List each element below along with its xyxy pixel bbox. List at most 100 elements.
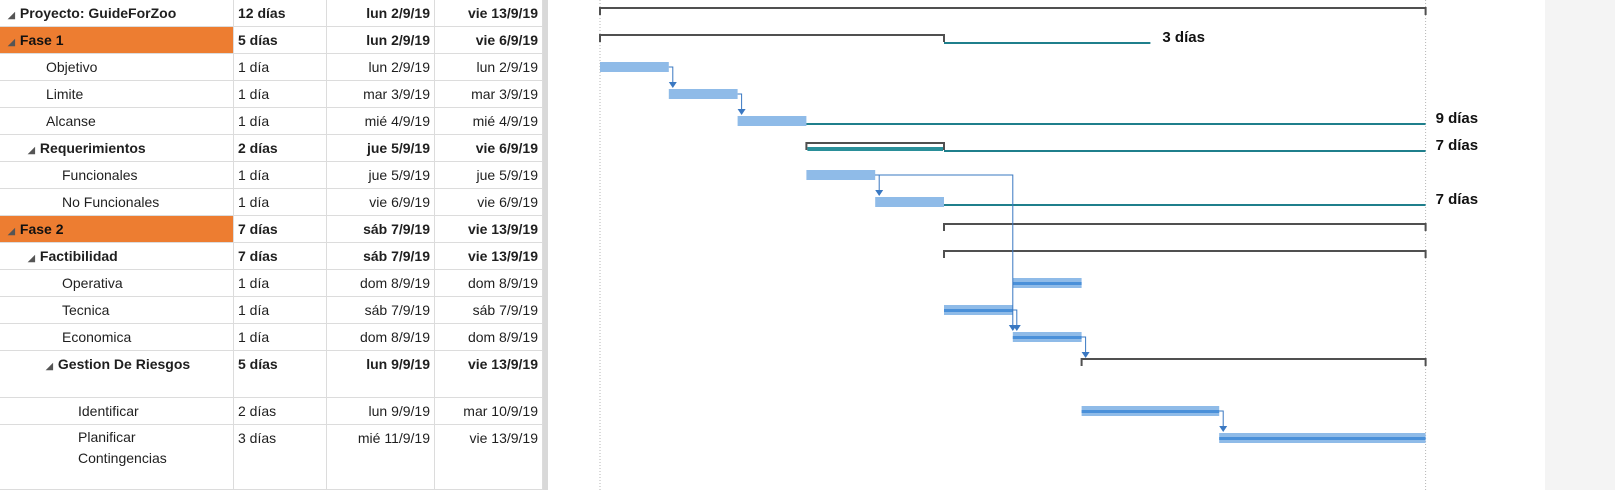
task-bar <box>668 89 738 99</box>
task-row[interactable]: Objetivo 1 día lun 2/9/19 lun 2/9/19 <box>0 54 543 81</box>
task-duration[interactable]: 7 días <box>234 243 327 269</box>
task-row[interactable]: ◢ Fase 2 7 días sáb 7/9/19 vie 13/9/19 <box>0 216 543 243</box>
task-end[interactable]: vie 13/9/19 <box>435 351 543 397</box>
task-start[interactable]: lun 2/9/19 <box>327 0 435 26</box>
task-row[interactable]: ◢ Factibilidad 7 días sáb 7/9/19 vie 13/9/19 <box>0 243 543 270</box>
task-row[interactable]: Operativa 1 día dom 8/9/19 dom 8/9/19 <box>0 270 543 297</box>
task-name-cell[interactable]: Operativa <box>0 270 234 296</box>
critical-path-line <box>1081 410 1220 413</box>
task-duration[interactable]: 1 día <box>234 54 327 80</box>
task-end[interactable]: vie 13/9/19 <box>435 216 543 242</box>
task-row[interactable]: ◢ Requerimientos 2 días jue 5/9/19 vie 6/9/1… <box>0 135 543 162</box>
task-start[interactable]: jue 5/9/19 <box>327 135 435 161</box>
task-end[interactable]: sáb 7/9/19 <box>435 297 543 323</box>
pane-splitter[interactable] <box>543 0 548 490</box>
task-end[interactable]: mar 3/9/19 <box>435 81 543 107</box>
task-grid: ◢ Proyecto: GuideForZoo 12 días lun 2/9/19 v… <box>0 0 544 490</box>
task-row[interactable]: Identificar 2 días lun 9/9/19 mar 10/9/19 <box>0 398 543 425</box>
task-duration[interactable]: 7 días <box>234 216 327 242</box>
task-duration[interactable]: 1 día <box>234 162 327 188</box>
task-start[interactable]: mié 11/9/19 <box>327 425 435 489</box>
task-end[interactable]: vie 6/9/19 <box>435 27 543 53</box>
task-row[interactable]: Limite 1 día mar 3/9/19 mar 3/9/19 <box>0 81 543 108</box>
task-end[interactable]: dom 8/9/19 <box>435 324 543 350</box>
task-row[interactable]: Tecnica 1 día sáb 7/9/19 sáb 7/9/19 <box>0 297 543 324</box>
task-name-cell[interactable]: Objetivo <box>0 54 234 80</box>
task-start[interactable]: lun 2/9/19 <box>327 27 435 53</box>
critical-path-line <box>1012 336 1082 339</box>
collapse-toggle-icon[interactable]: ◢ <box>8 226 15 236</box>
task-duration[interactable]: 1 día <box>234 108 327 134</box>
dependency-link <box>737 93 743 114</box>
gantt-chart: 3 días 9 días 7 días 7 días <box>548 0 1615 490</box>
task-row[interactable]: ◢ Gestion De Riesgos 5 días lun 9/9/19 vie 1… <box>0 351 543 398</box>
task-start[interactable]: lun 9/9/19 <box>327 398 435 424</box>
collapse-toggle-icon[interactable]: ◢ <box>8 37 15 47</box>
dependency-link <box>668 66 674 87</box>
task-start[interactable]: sáb 7/9/19 <box>327 216 435 242</box>
task-start[interactable]: jue 5/9/19 <box>327 162 435 188</box>
task-end[interactable]: lun 2/9/19 <box>435 54 543 80</box>
task-duration[interactable]: 12 días <box>234 0 327 26</box>
task-duration[interactable]: 1 día <box>234 270 327 296</box>
task-name-cell[interactable]: ◢ Fase 2 <box>0 216 234 242</box>
task-start[interactable]: mié 4/9/19 <box>327 108 435 134</box>
summary-bar <box>805 142 945 150</box>
task-end[interactable]: jue 5/9/19 <box>435 162 543 188</box>
task-start[interactable]: lun 2/9/19 <box>327 54 435 80</box>
task-duration[interactable]: 3 días <box>234 425 327 489</box>
task-duration[interactable]: 2 días <box>234 398 327 424</box>
collapse-toggle-icon[interactable]: ◢ <box>28 145 35 155</box>
task-end[interactable]: vie 13/9/19 <box>435 425 543 489</box>
task-duration[interactable]: 1 día <box>234 189 327 215</box>
task-name-cell[interactable]: ◢ Requerimientos <box>0 135 234 161</box>
task-duration[interactable]: 1 día <box>234 297 327 323</box>
task-name-cell[interactable]: ◢ Gestion De Riesgos <box>0 351 234 397</box>
task-end[interactable]: mié 4/9/19 <box>435 108 543 134</box>
task-name-cell[interactable]: Alcanse <box>0 108 234 134</box>
task-end[interactable]: dom 8/9/19 <box>435 270 543 296</box>
task-name-cell[interactable]: Economica <box>0 324 234 350</box>
task-start[interactable]: dom 8/9/19 <box>327 324 435 350</box>
task-name-cell[interactable]: ◢ Fase 1 <box>0 27 234 53</box>
task-start[interactable]: vie 6/9/19 <box>327 189 435 215</box>
task-name-cell[interactable]: Limite <box>0 81 234 107</box>
task-end[interactable]: mar 10/9/19 <box>435 398 543 424</box>
task-duration[interactable]: 1 día <box>234 81 327 107</box>
task-duration[interactable]: 1 día <box>234 324 327 350</box>
task-end[interactable]: vie 13/9/19 <box>435 0 543 26</box>
task-name-cell[interactable]: Planificar Contingencias <box>0 425 234 489</box>
task-name-cell[interactable]: Identificar <box>0 398 234 424</box>
dependency-link <box>1219 410 1224 431</box>
task-duration[interactable]: 5 días <box>234 351 327 397</box>
task-duration[interactable]: 2 días <box>234 135 327 161</box>
summary-bar <box>943 250 1427 258</box>
task-row[interactable]: Economica 1 día dom 8/9/19 dom 8/9/19 <box>0 324 543 351</box>
task-name-cell[interactable]: ◢ Factibilidad <box>0 243 234 269</box>
collapse-toggle-icon[interactable]: ◢ <box>8 10 15 20</box>
task-end[interactable]: vie 6/9/19 <box>435 189 543 215</box>
task-name-cell[interactable]: Funcionales <box>0 162 234 188</box>
task-row[interactable]: Planificar Contingencias 3 días mié 11/9/1… <box>0 425 543 490</box>
task-end[interactable]: vie 6/9/19 <box>435 135 543 161</box>
task-row[interactable]: No Funcionales 1 día vie 6/9/19 vie 6/9/19 <box>0 189 543 216</box>
task-name: Fase 2 <box>19 221 64 237</box>
collapse-toggle-icon[interactable]: ◢ <box>28 253 35 263</box>
task-row[interactable]: Alcanse 1 día mié 4/9/19 mié 4/9/19 <box>0 108 543 135</box>
task-name-cell[interactable]: No Funcionales <box>0 189 234 215</box>
task-duration[interactable]: 5 días <box>234 27 327 53</box>
slack-duration-label: 9 días <box>1435 110 1479 127</box>
task-end[interactable]: vie 13/9/19 <box>435 243 543 269</box>
task-name-cell[interactable]: Tecnica <box>0 297 234 323</box>
task-start[interactable]: dom 8/9/19 <box>327 270 435 296</box>
task-row[interactable]: Funcionales 1 día jue 5/9/19 jue 5/9/19 <box>0 162 543 189</box>
collapse-toggle-icon[interactable]: ◢ <box>46 361 53 371</box>
task-start[interactable]: sáb 7/9/19 <box>327 243 435 269</box>
task-row[interactable]: ◢ Fase 1 5 días lun 2/9/19 vie 6/9/19 <box>0 27 543 54</box>
link-arrow-icon <box>1219 426 1228 432</box>
task-row[interactable]: ◢ Proyecto: GuideForZoo 12 días lun 2/9/19 v… <box>0 0 543 27</box>
task-start[interactable]: mar 3/9/19 <box>327 81 435 107</box>
task-start[interactable]: lun 9/9/19 <box>327 351 435 397</box>
task-start[interactable]: sáb 7/9/19 <box>327 297 435 323</box>
task-name-cell[interactable]: ◢ Proyecto: GuideForZoo <box>0 0 234 26</box>
